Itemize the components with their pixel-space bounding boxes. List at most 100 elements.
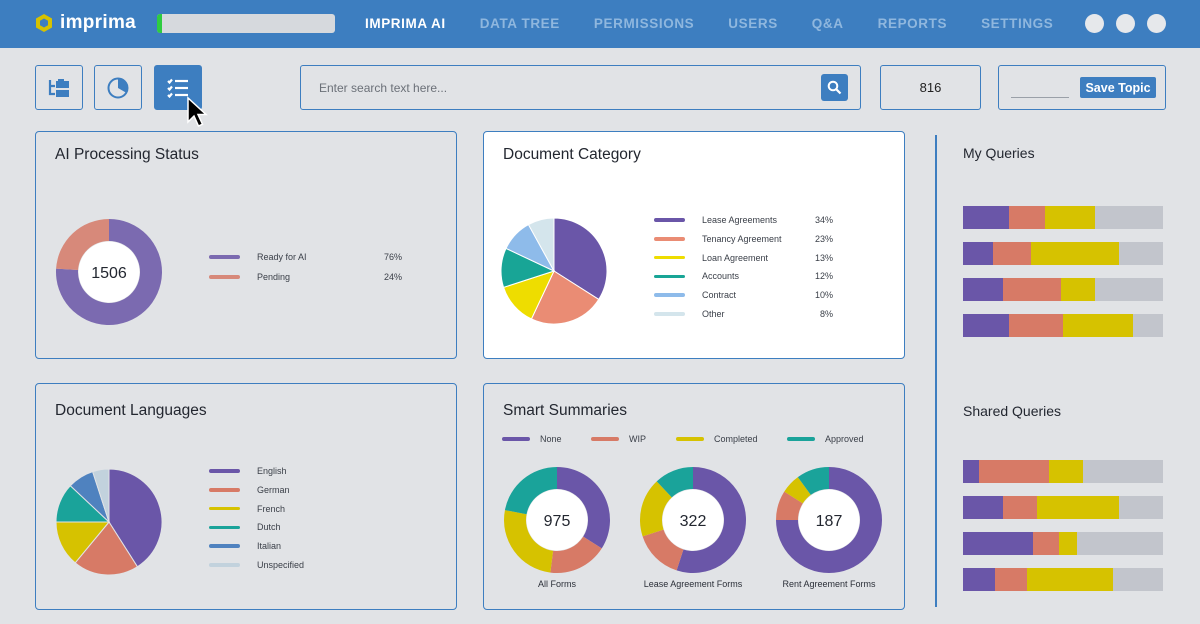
topic-name-input[interactable] [1011, 97, 1069, 98]
legend-label: Loan Agreement [702, 252, 769, 263]
my-query-bar-segment [963, 206, 1009, 229]
shared-query-bar[interactable] [963, 496, 1163, 519]
my-query-bar[interactable] [963, 278, 1163, 301]
legend-label: Italian [257, 541, 282, 552]
nav-item-permissions[interactable]: PERMISSIONS [593, 16, 695, 31]
legend-swatch [654, 293, 685, 297]
nav-item-imprima-ai[interactable]: IMPRIMA AI [365, 16, 446, 31]
summary-1-slice-3[interactable] [656, 467, 693, 498]
legend-label: Unspecified [257, 560, 305, 570]
languages-slice-1[interactable] [74, 521, 139, 576]
legend-value: 23% [814, 233, 833, 244]
legend-swatch [502, 437, 530, 441]
shared-query-bar[interactable] [963, 460, 1163, 483]
legend-swatch [209, 488, 240, 492]
legend-value: 12% [814, 271, 833, 282]
summary-2-slice-1[interactable] [776, 491, 803, 520]
legend-swatch [787, 437, 815, 441]
window-control-dot[interactable] [1085, 14, 1104, 33]
donut-hole [662, 489, 724, 551]
my-query-bar-segment [1063, 314, 1133, 337]
languages-slice-5[interactable] [91, 468, 110, 523]
shared-query-bar-segment [1083, 460, 1163, 483]
nav-item-users[interactable]: USERS [728, 16, 778, 31]
my-query-bar-segment [963, 314, 1009, 337]
legend-value: 8% [819, 309, 833, 319]
main-nav: IMPRIMA AI DATA TREE PERMISSIONS USERS Q&A RE… [365, 16, 1053, 31]
panel-title: Document Languages [55, 402, 207, 419]
summary-0-slice-2[interactable] [504, 510, 554, 573]
legend-value: 34% [814, 215, 833, 225]
legend-item: Italian [209, 541, 281, 551]
search-input[interactable] [319, 78, 799, 98]
my-query-bar[interactable] [963, 314, 1163, 337]
summary-1-slice-2[interactable] [640, 481, 672, 537]
legend-item: French [209, 504, 285, 514]
summary-2-slice-3[interactable] [797, 467, 829, 495]
shared-query-bar[interactable] [963, 532, 1163, 555]
summary-2-slice-2[interactable] [784, 477, 811, 504]
legend-item: Contract [654, 290, 736, 300]
my-query-bar-segment [1045, 206, 1095, 229]
nav-item-q-a[interactable]: Q&A [811, 16, 844, 31]
search-icon [827, 80, 842, 95]
legend-label: Pending [257, 272, 291, 282]
shared-query-bar-segment [1119, 496, 1163, 519]
category-slice-5[interactable] [527, 217, 555, 272]
shared-query-bar-segment [963, 532, 1033, 555]
ai-status-donut-chart: 1506 [56, 219, 162, 325]
upload-progress-bar [157, 14, 335, 33]
donut-center-value: 187 [816, 513, 843, 530]
legend-label: None [540, 434, 562, 444]
nav-item-settings[interactable]: SETTINGS [981, 16, 1054, 31]
my-query-bar[interactable] [963, 242, 1163, 265]
donut-hole [526, 489, 588, 551]
list-view-button[interactable] [154, 65, 202, 110]
top-navbar: imprima IMPRIMA AI DATA TREE PERMISSIONS US… [0, 0, 1200, 48]
nav-item-reports[interactable]: REPORTS [877, 16, 948, 31]
ai-status-slice-0[interactable] [56, 219, 162, 325]
legend-item: Pending [209, 272, 290, 282]
my-query-bar-segment [1119, 242, 1163, 265]
my-query-bar-segment [1003, 278, 1061, 301]
legend-label: WIP [629, 434, 646, 444]
window-control-dot[interactable] [1147, 14, 1166, 33]
save-topic-button[interactable]: Save Topic [1080, 77, 1156, 98]
legend-value: 13% [814, 252, 833, 263]
search-button[interactable] [821, 74, 848, 101]
legend-swatch [209, 506, 240, 511]
legend-swatch [209, 275, 240, 279]
legend-item: Unspecified [209, 560, 304, 570]
window-control-dot[interactable] [1116, 14, 1135, 33]
legend-item: English [209, 466, 287, 476]
summary-0-slice-3[interactable] [504, 467, 557, 515]
my-query-bar-segment [993, 242, 1031, 265]
legend-swatch [209, 469, 240, 473]
panel-title: AI Processing Status [55, 146, 199, 163]
app-logo[interactable]: imprima [34, 12, 136, 34]
chart-view-button[interactable] [94, 65, 142, 110]
legend-item: Lease Agreements [654, 215, 777, 225]
document-languages-pie-chart [55, 468, 163, 576]
ai-processing-status-panel: AI Processing Status 1506 Ready for AI 76… [35, 131, 457, 359]
legend-swatch [654, 274, 685, 279]
my-queries-title: My Queries [963, 145, 1035, 161]
summary-0-slice-0[interactable] [557, 467, 610, 549]
shared-query-bar-segment [1027, 568, 1113, 591]
summary-2-slice-0[interactable] [776, 467, 882, 573]
summary-0-slice-1[interactable] [550, 536, 602, 573]
shared-query-bar[interactable] [963, 568, 1163, 591]
summary-1-slice-1[interactable] [642, 529, 684, 571]
summary-1-slice-0[interactable] [676, 467, 746, 573]
ai-status-slice-1[interactable] [56, 219, 109, 271]
vertical-divider [935, 135, 937, 607]
pie-chart-icon [107, 77, 129, 98]
legend-label: English [257, 466, 287, 476]
donut-center-value: 975 [544, 513, 571, 530]
legend-label: Approved [825, 434, 864, 444]
legend-item: Ready for AI [209, 252, 307, 262]
my-query-bar[interactable] [963, 206, 1163, 229]
nav-item-data-tree[interactable]: DATA TREE [479, 16, 560, 31]
legend-swatch [591, 437, 619, 441]
tree-view-button[interactable] [35, 65, 83, 110]
